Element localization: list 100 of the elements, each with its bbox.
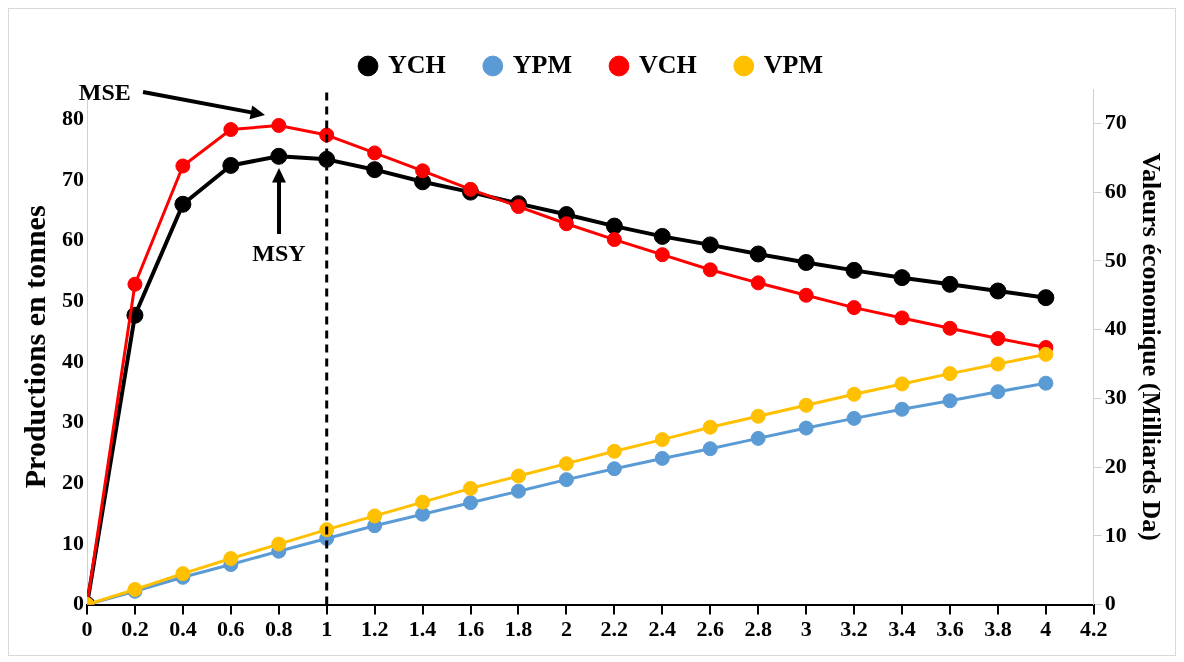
point	[989, 282, 1007, 300]
point	[1037, 289, 1055, 307]
point	[463, 480, 479, 496]
x-tick-label: 1	[321, 616, 333, 642]
y-tick-label: 40	[62, 347, 84, 373]
point	[510, 483, 526, 499]
x-tick-label: 2.8	[744, 616, 772, 642]
point	[654, 432, 670, 448]
point	[415, 494, 431, 510]
x-tick-label: 2	[560, 616, 572, 642]
legend-label: VCH	[639, 49, 697, 79]
x-tick-label: 4	[1040, 616, 1052, 642]
point	[605, 217, 623, 235]
point	[127, 276, 143, 292]
point	[990, 331, 1006, 347]
point	[750, 275, 766, 291]
y-tick-label: 70	[62, 165, 84, 191]
x-tick-label: 3.6	[936, 616, 964, 642]
x-tick-label: 3	[800, 616, 812, 642]
point	[223, 122, 239, 138]
y-tick-label: 80	[62, 105, 84, 131]
x-tick-label: 2.2	[600, 616, 629, 642]
y2-tick-label: 70	[1104, 109, 1127, 135]
point	[223, 551, 239, 567]
point	[653, 227, 671, 245]
point	[367, 508, 383, 524]
point	[1038, 346, 1054, 362]
point	[463, 181, 479, 197]
point	[942, 393, 958, 409]
y2-tick-label: 40	[1104, 315, 1127, 341]
x-tick-label: 1.4	[408, 616, 437, 642]
point	[798, 397, 814, 413]
point	[367, 145, 383, 161]
x-tick-label: 0.6	[217, 616, 245, 642]
point	[654, 247, 670, 263]
point	[558, 456, 574, 472]
legend-label: YPM	[512, 49, 572, 79]
x-tick-label: 1.8	[504, 616, 533, 642]
y-tick-label: 20	[62, 468, 84, 494]
point	[510, 468, 526, 484]
x-tick-label: 0.2	[121, 616, 149, 642]
y2-axis-title: Valeurs économique (Milliards Da)	[1136, 152, 1166, 541]
y-tick-label: 60	[62, 226, 84, 252]
point	[415, 163, 431, 179]
point	[654, 450, 670, 466]
point	[558, 472, 574, 488]
point	[942, 366, 958, 382]
y2-tick-label: 50	[1104, 246, 1127, 272]
point	[366, 161, 384, 179]
point	[894, 310, 910, 326]
point	[894, 376, 910, 392]
point	[271, 536, 287, 552]
x-tick-label: 2.4	[648, 616, 677, 642]
point	[606, 443, 622, 459]
point	[846, 410, 862, 426]
point	[894, 401, 910, 417]
point	[750, 430, 766, 446]
point	[750, 408, 766, 424]
point	[702, 262, 718, 278]
y2-tick-label: 60	[1104, 177, 1127, 203]
point	[990, 384, 1006, 400]
point	[175, 158, 191, 174]
point	[798, 420, 814, 436]
y-tick-label: 0	[73, 590, 84, 616]
point	[749, 245, 767, 263]
point	[606, 232, 622, 248]
x-tick-label: 1.6	[456, 616, 485, 642]
point	[942, 320, 958, 336]
point	[990, 356, 1006, 372]
y2-tick-label: 20	[1104, 452, 1127, 478]
y2-tick-label: 30	[1104, 384, 1127, 410]
x-tick-label: 2.6	[696, 616, 725, 642]
point	[846, 386, 862, 402]
point	[1038, 375, 1054, 391]
point	[271, 117, 287, 133]
point	[606, 461, 622, 477]
x-tick-label: 3.4	[888, 616, 916, 642]
x-tick-label: 1.2	[360, 616, 389, 642]
point	[702, 419, 718, 435]
point	[797, 253, 815, 271]
point	[701, 236, 719, 254]
x-tick-label: 0.8	[265, 616, 293, 642]
y-tick-label: 50	[62, 286, 84, 312]
x-tick-label: 0.4	[169, 616, 197, 642]
point	[222, 156, 240, 174]
point	[893, 269, 911, 287]
y-tick-label: 30	[62, 408, 84, 434]
point	[270, 147, 288, 165]
point	[463, 495, 479, 511]
y-axis-title: Productions en tonnes	[17, 205, 51, 489]
annotation: MSY	[252, 240, 306, 267]
legend-label: YCH	[388, 49, 446, 79]
x-tick-label: 3.8	[984, 616, 1012, 642]
y2-tick-label: 0	[1104, 590, 1116, 616]
point	[510, 199, 526, 215]
annotation: MSE	[78, 79, 131, 106]
y-tick-label: 10	[62, 529, 84, 555]
x-tick-label: 4.2	[1080, 616, 1108, 642]
legend-label: VPM	[763, 49, 823, 79]
x-tick-label: 3.2	[840, 616, 868, 642]
